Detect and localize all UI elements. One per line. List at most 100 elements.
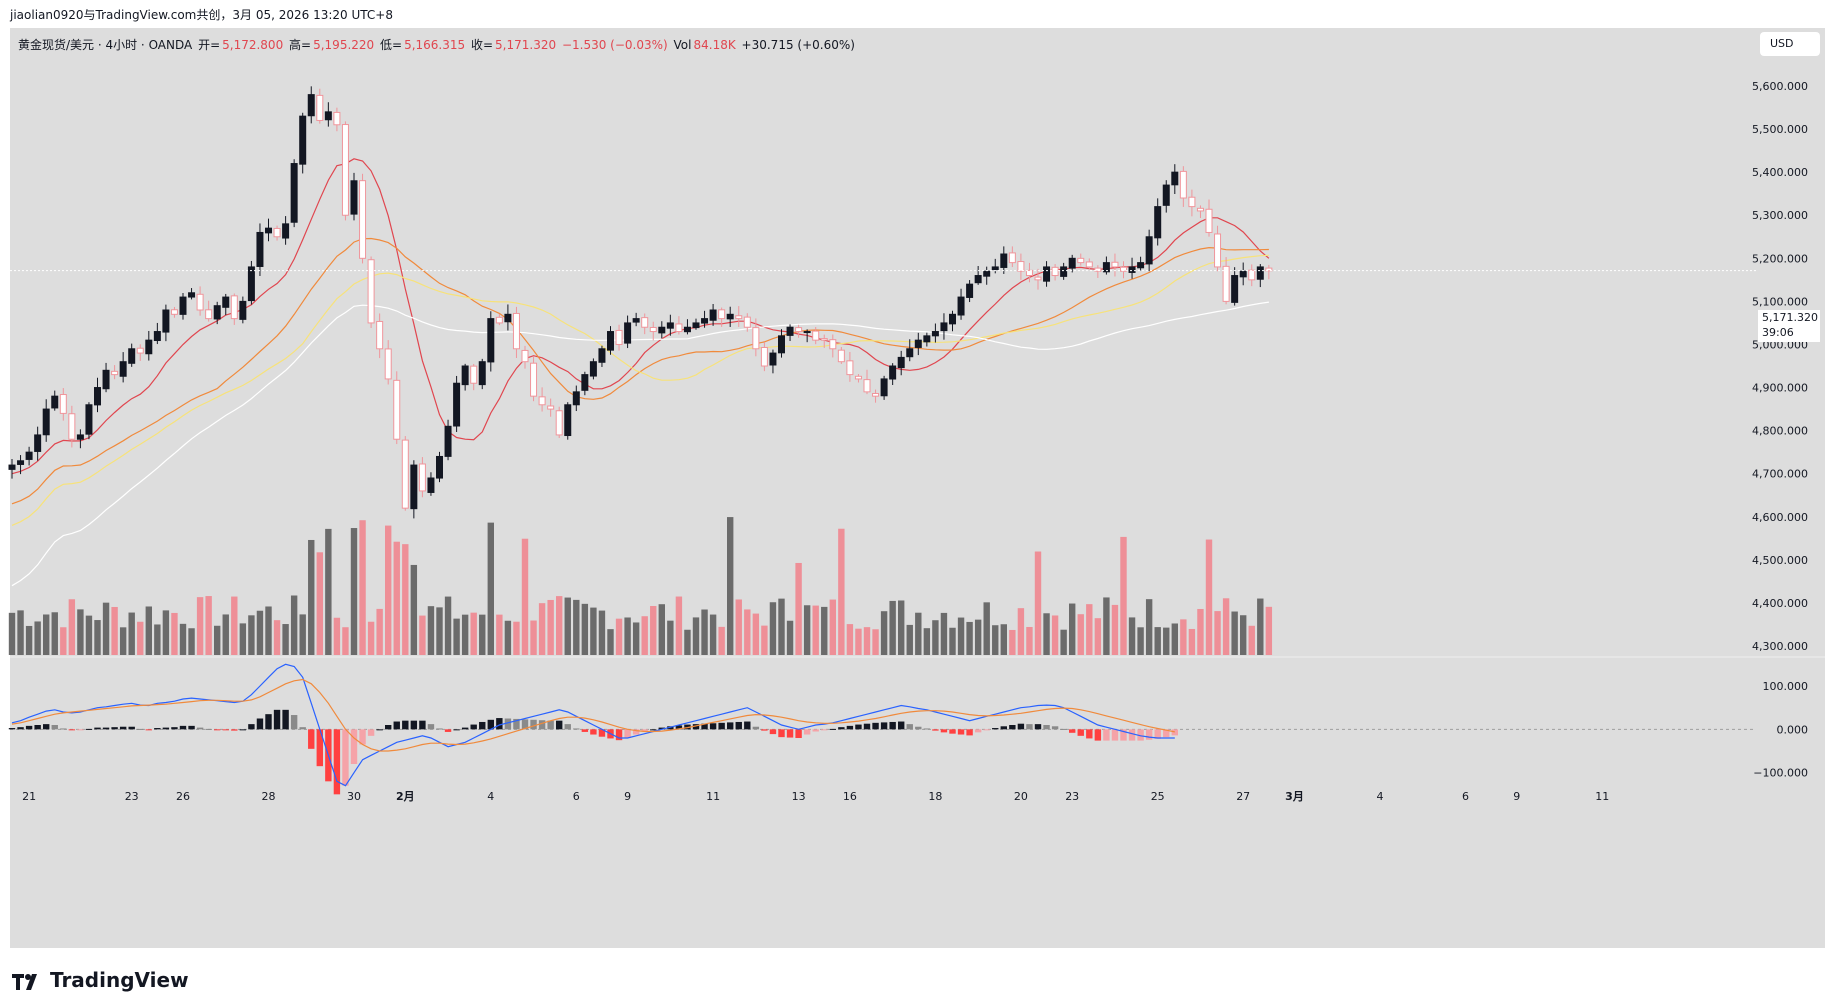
- volume-bar: [1205, 539, 1213, 655]
- legend-extra: +30.715 (+0.60%): [741, 38, 855, 52]
- volume-bar: [162, 610, 170, 655]
- brand-name: TradingView: [50, 968, 189, 992]
- currency-selector[interactable]: USD: [1760, 32, 1820, 56]
- volume-bar: [214, 625, 221, 655]
- candle-body: [1051, 266, 1059, 277]
- macd-histogram-bar: [983, 729, 990, 731]
- volume-bar: [906, 624, 913, 655]
- volume-bar: [761, 625, 768, 655]
- macd-histogram-bar: [624, 729, 631, 738]
- current-price-value: 5,171.320: [1762, 311, 1818, 324]
- volume-bar: [496, 614, 503, 655]
- volume-bar: [1060, 629, 1067, 655]
- macd-histogram-bar: [461, 727, 469, 730]
- volume-bar: [598, 610, 606, 655]
- candle-body: [555, 410, 563, 436]
- volume-bar: [8, 612, 16, 655]
- macd-histogram-bar: [248, 724, 255, 730]
- candle-body: [341, 124, 349, 216]
- macd-histogram-bar: [1128, 729, 1136, 741]
- macd-histogram-bar: [974, 729, 982, 733]
- macd-histogram-bar: [821, 729, 828, 731]
- candle-body: [1111, 261, 1119, 268]
- volume-bar: [1163, 627, 1170, 655]
- volume-bar: [932, 620, 939, 655]
- volume-bar: [949, 627, 956, 655]
- macd-histogram-bar: [923, 728, 931, 730]
- volume-bar: [248, 615, 255, 655]
- time-axis-label: 6: [1462, 790, 1469, 803]
- volume-bar: [898, 600, 905, 655]
- macd-histogram-bar: [1051, 726, 1059, 730]
- time-axis-label: 16: [843, 790, 857, 803]
- volume-bar: [513, 621, 520, 655]
- macd-histogram-bar: [1163, 729, 1170, 738]
- macd-histogram-bar: [915, 726, 922, 730]
- candle-body: [949, 313, 956, 325]
- time-axis-label: 9: [624, 790, 631, 803]
- time-axis-label: 27: [1236, 790, 1250, 803]
- volume-bar: [855, 628, 862, 655]
- volume-bar: [1240, 615, 1247, 655]
- volume-bar: [675, 596, 683, 655]
- volume-bar: [727, 517, 734, 655]
- candle-body: [76, 434, 84, 440]
- candle-body: [607, 331, 614, 351]
- candle-body: [265, 227, 272, 234]
- volume-bar: [77, 609, 84, 655]
- volume-bar: [1214, 611, 1221, 655]
- macd-histogram-bar: [393, 721, 400, 730]
- macd-histogram-bar: [299, 727, 306, 730]
- candle-body: [401, 439, 409, 509]
- volume-bar: [744, 609, 751, 655]
- volume-bar: [487, 522, 494, 655]
- candle-body: [1205, 208, 1213, 233]
- volume-bar: [222, 614, 229, 655]
- macd-histogram-bar: [530, 719, 537, 730]
- macd-histogram-bar: [34, 725, 41, 730]
- macd-histogram-bar: [812, 729, 819, 732]
- moving-average-line: [11, 237, 1269, 505]
- candle-body: [974, 275, 982, 284]
- macd-histogram-bar: [718, 722, 725, 730]
- volume-bar: [359, 520, 366, 655]
- candle-body: [581, 374, 589, 391]
- legend-close-label: 收=: [470, 38, 494, 52]
- candle-body: [290, 163, 298, 223]
- candle-body: [504, 313, 512, 323]
- chart-pane[interactable]: [10, 28, 1825, 948]
- macd-histogram-bar: [273, 709, 281, 730]
- price-axis-label: 4,300.000: [1752, 640, 1808, 653]
- volume-bar: [530, 620, 537, 655]
- volume-bar: [154, 624, 161, 655]
- macd-histogram-bar: [256, 718, 264, 730]
- current-price-tag: 5,171.320 39:06: [1758, 310, 1820, 342]
- volume-bar: [393, 541, 400, 655]
- volume-bar: [667, 620, 674, 655]
- macd-histogram-bar: [1026, 724, 1033, 730]
- tradingview-brand[interactable]: TradingView: [12, 968, 189, 992]
- candle-body: [589, 361, 597, 377]
- volume-bar: [137, 621, 144, 655]
- macd-histogram-bar: [598, 729, 606, 737]
- candle-body: [461, 365, 469, 386]
- macd-histogram-bar: [1077, 729, 1084, 736]
- candle-body: [675, 323, 683, 333]
- volume-bar: [385, 525, 392, 655]
- macd-signal-line: [11, 678, 1175, 752]
- candle-body: [1248, 269, 1256, 281]
- candle-body: [495, 316, 503, 324]
- volume-bar: [1009, 629, 1016, 655]
- price-axis-label: 5,300.000: [1752, 209, 1808, 222]
- macd-histogram-bar: [992, 728, 999, 730]
- time-axis-label: 6: [573, 790, 580, 803]
- macd-histogram-bar: [470, 724, 477, 730]
- macd-histogram-bar: [410, 720, 418, 730]
- candle-body: [735, 315, 743, 320]
- candle-body: [863, 379, 871, 393]
- volume-bar: [94, 620, 101, 655]
- volume-bar: [308, 539, 315, 655]
- time-axis-label: 13: [792, 790, 806, 803]
- volume-bar: [1180, 619, 1187, 655]
